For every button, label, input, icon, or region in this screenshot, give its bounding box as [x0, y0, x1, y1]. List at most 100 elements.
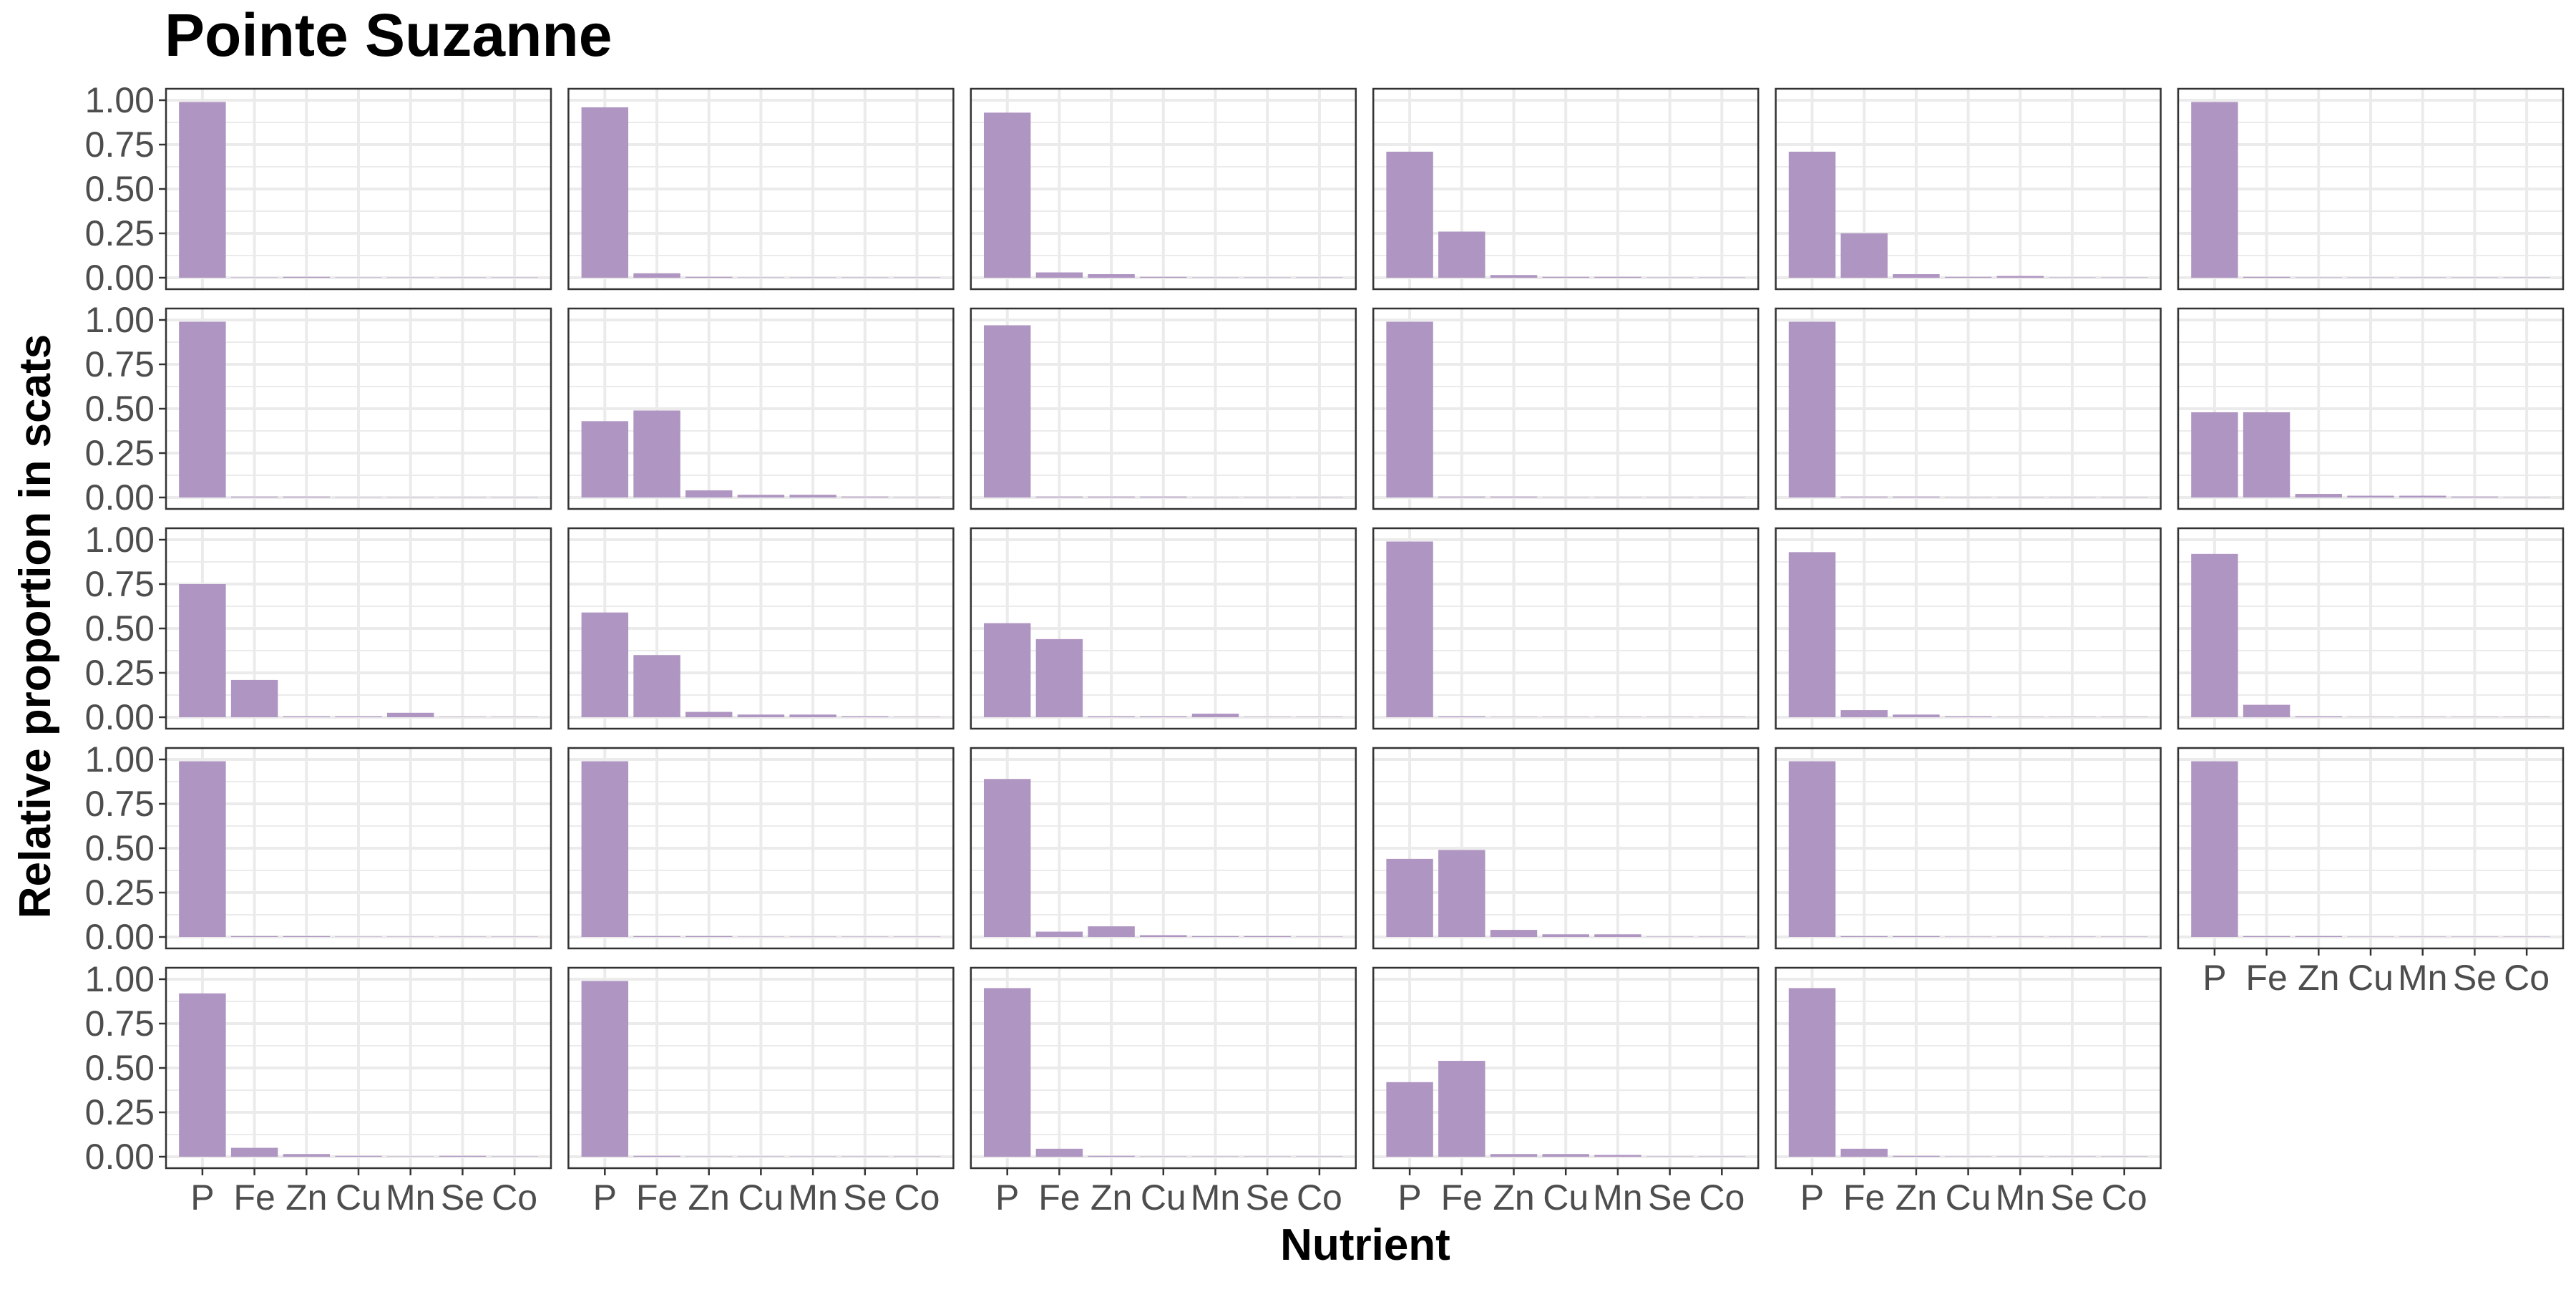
bar-zn [1490, 930, 1538, 937]
y-tick-label: 0.50 [85, 169, 155, 209]
bar-fe [1438, 231, 1485, 278]
y-tick-label: 0.25 [85, 653, 155, 693]
panel-border [970, 87, 1357, 291]
x-tick-label: Zn [1493, 1177, 1534, 1218]
panel-border [2177, 87, 2565, 291]
facet-panel [2177, 527, 2565, 730]
bar-fe [1840, 710, 1888, 717]
panel-border [970, 307, 1357, 510]
x-tick-label: Fe [1843, 1177, 1885, 1218]
bar-p [1386, 541, 1433, 717]
facet-panel [567, 527, 955, 730]
y-axis-title: Relative proportion in scats [11, 334, 60, 919]
bar-fe [2243, 276, 2290, 278]
y-tick-label: 0.00 [85, 697, 155, 737]
bar-cu [335, 936, 382, 937]
bar-fe [1840, 1148, 1888, 1157]
x-tick-label: P [2202, 958, 2226, 998]
panel-border [1372, 747, 1760, 950]
facet-panel: 0.000.250.500.751.00 [85, 520, 552, 737]
y-tick-label: 1.00 [85, 300, 155, 340]
bar-cu [1542, 276, 1589, 278]
bar-mn [1996, 276, 2044, 278]
bar-fe [1035, 272, 1083, 278]
x-tick-label: Zn [2298, 958, 2339, 998]
x-tick-label: P [995, 1177, 1019, 1218]
bar-zn [685, 276, 733, 278]
bar-co [894, 717, 940, 718]
y-tick-label: 0.75 [85, 344, 155, 384]
bar-se [1646, 497, 1693, 498]
bar-cu [1945, 497, 1991, 498]
bar-se [1646, 936, 1694, 937]
bar-co [1296, 497, 1342, 498]
x-tick-label: Zn [1091, 1177, 1132, 1218]
bar-p [1386, 151, 1433, 278]
bar-fe [1035, 638, 1083, 717]
bar-fe [1035, 931, 1083, 937]
x-tick-label: Se [843, 1177, 887, 1218]
bar-se [2451, 717, 2498, 718]
facet-panel [567, 307, 955, 510]
panel-border [567, 527, 955, 730]
bar-mn [789, 495, 836, 497]
bar-zn [283, 936, 331, 937]
bar-p [2191, 553, 2238, 717]
bar-fe [633, 655, 680, 717]
x-tick-label: Se [2050, 1177, 2094, 1218]
bar-fe [2243, 412, 2290, 497]
bar-co [2503, 717, 2550, 718]
facet-panels: 0.000.250.500.751.000.000.250.500.751.00… [85, 80, 2565, 1218]
x-tick-label: Fe [233, 1177, 275, 1218]
facet-panel [2177, 307, 2565, 510]
facet-panel [970, 307, 1357, 510]
panel-border [567, 307, 955, 510]
x-tick-label: Co [1699, 1177, 1745, 1218]
x-tick-label: Fe [1441, 1177, 1483, 1218]
bar-p [983, 623, 1031, 717]
bar-se [1244, 717, 1290, 718]
bar-se [439, 936, 487, 937]
x-tick-label: Mn [1996, 1177, 2045, 1218]
bar-p [581, 421, 629, 497]
bar-mn [789, 714, 836, 717]
facet-panel [970, 87, 1357, 291]
bar-mn [2399, 936, 2446, 937]
bar-p [179, 993, 226, 1157]
y-tick-label: 0.25 [85, 213, 155, 253]
bar-fe [1438, 1061, 1485, 1157]
bar-mn [1594, 276, 1641, 278]
bar-zn [283, 1154, 331, 1157]
bar-cu [2347, 717, 2394, 718]
bar-cu [1542, 1154, 1589, 1157]
bar-p [1386, 321, 1433, 497]
bar-fe [633, 1155, 680, 1157]
bar-fe [633, 936, 680, 937]
x-tick-label: Co [2102, 1177, 2147, 1218]
x-tick-label: Co [2504, 958, 2550, 998]
bar-cu [1542, 934, 1589, 937]
x-tick-label: Se [1648, 1177, 1692, 1218]
bar-p [983, 779, 1031, 937]
bar-zn [2295, 494, 2343, 497]
y-tick-label: 0.50 [85, 389, 155, 429]
bar-p [1788, 988, 1836, 1157]
bar-co [2503, 936, 2550, 937]
bar-p [2191, 102, 2238, 278]
x-tick-label: Cu [1141, 1177, 1186, 1218]
bar-se [439, 717, 486, 718]
bar-zn [2295, 936, 2343, 937]
bar-p [581, 612, 629, 717]
bar-zn [1491, 717, 1537, 718]
x-tick-label: P [190, 1177, 214, 1218]
bar-se [2049, 717, 2095, 718]
bar-fe [633, 410, 680, 497]
x-tick-label: Cu [2348, 958, 2394, 998]
panel-border [1372, 527, 1760, 730]
x-tick-label: Zn [1896, 1177, 1937, 1218]
bar-co [1698, 936, 1746, 937]
facet-panel [567, 747, 955, 950]
bar-cu [737, 714, 785, 717]
bar-p [581, 981, 629, 1157]
